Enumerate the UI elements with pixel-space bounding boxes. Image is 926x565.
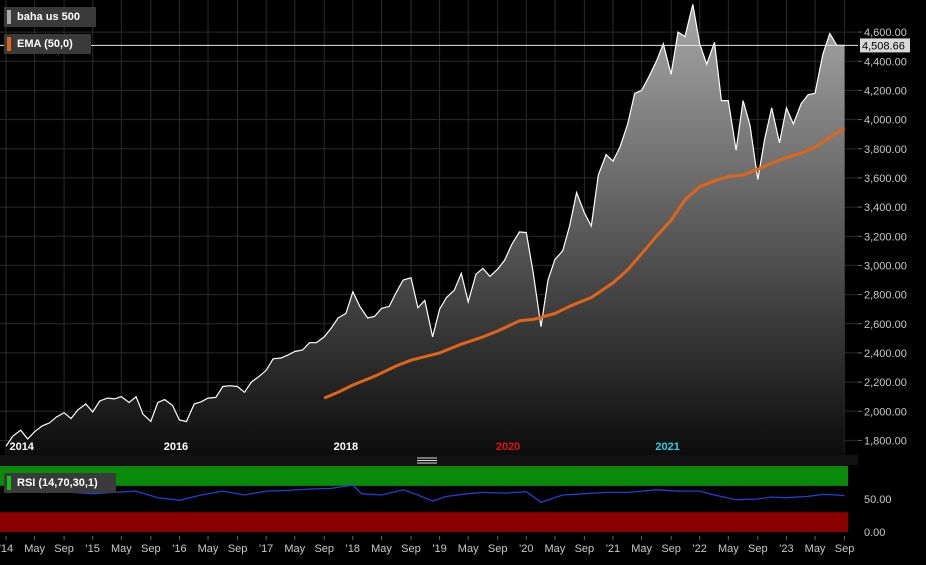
year-label-2018: 2018 xyxy=(334,441,358,453)
x-tick-label: '16 xyxy=(172,543,186,555)
x-tick-label: '19 xyxy=(432,543,446,555)
x-tick-label: Sep xyxy=(575,543,595,555)
x-tick-label: May xyxy=(111,543,132,555)
price-y-tick-label: 2,400.00 xyxy=(864,348,907,360)
x-tick-label: May xyxy=(805,543,826,555)
x-tick-label: May xyxy=(545,543,566,555)
x-tick-label: Sep xyxy=(54,543,74,555)
price-y-tick-label: 4,600.00 xyxy=(864,27,907,39)
panel-splitter-handle[interactable] xyxy=(0,455,858,465)
ema-series xyxy=(323,127,846,400)
time-x-axis: '14 May Sep '15 May Sep '16 May Sep '17 May Sep '18 M… xyxy=(0,536,854,555)
last-price-value: 4,508.66 xyxy=(862,40,905,52)
rsi-panel: 0.00 50.00 xyxy=(0,466,892,539)
x-tick-label: '15 xyxy=(86,543,100,555)
x-tick-label: '23 xyxy=(779,543,793,555)
price-y-tick-label: 4,200.00 xyxy=(864,85,907,97)
x-tick-label: Sep xyxy=(661,543,681,555)
year-label-2014: 2014 xyxy=(9,441,34,453)
x-tick-label: May xyxy=(24,543,45,555)
year-label-2016: 2016 xyxy=(164,441,188,453)
rsi-y-tick-label: 50.00 xyxy=(864,494,892,506)
rsi-series xyxy=(5,484,845,504)
price-y-tick-label: 2,000.00 xyxy=(864,406,907,418)
year-label-2021: 2021 xyxy=(655,441,679,453)
legend-rsi-label: RSI (14,70,30,1) xyxy=(17,477,98,489)
legend-price-label: baha us 500 xyxy=(17,11,80,23)
x-tick-label: Sep xyxy=(488,543,508,555)
legend-ema[interactable]: EMA (50,0) xyxy=(4,34,91,54)
x-tick-label: Sep xyxy=(748,543,768,555)
price-y-tick-label: 2,200.00 xyxy=(864,377,907,389)
legend-price[interactable]: baha us 500 xyxy=(4,7,96,27)
x-tick-label: May xyxy=(718,543,739,555)
ema-swatch xyxy=(7,37,11,51)
x-tick-label: '21 xyxy=(606,543,620,555)
price-line xyxy=(5,4,845,447)
rsi-line xyxy=(5,484,845,504)
x-tick-label: May xyxy=(284,543,305,555)
price-y-tick-label: 3,800.00 xyxy=(864,144,907,156)
legend-rsi[interactable]: RSI (14,70,30,1) xyxy=(4,473,116,493)
price-swatch xyxy=(7,10,11,24)
price-y-tick-label: 2,600.00 xyxy=(864,319,907,331)
rsi-y-axis: 0.00 50.00 xyxy=(864,494,892,539)
x-tick-label: Sep xyxy=(141,543,161,555)
x-tick-label: Sep xyxy=(314,543,334,555)
legend-ema-label: EMA (50,0) xyxy=(17,38,73,50)
rsi-y-tick-label: 0.00 xyxy=(864,527,885,539)
x-tick-label: Sep xyxy=(401,543,421,555)
price-y-tick-label: 4,400.00 xyxy=(864,56,907,68)
last-price-tag: 4,508.66 xyxy=(860,38,910,53)
x-tick-label: '14 xyxy=(0,543,13,555)
x-tick-label: Sep xyxy=(835,543,855,555)
x-tick-label: Sep xyxy=(228,543,248,555)
price-y-tick-label: 4,000.00 xyxy=(864,115,907,127)
price-area-series xyxy=(5,4,845,456)
last-price-tag-bg xyxy=(860,38,910,53)
price-y-tick-label: 1,800.00 xyxy=(864,435,907,447)
x-tick-label: '22 xyxy=(693,543,707,555)
x-tick-label: '20 xyxy=(519,543,533,555)
price-area-fill xyxy=(6,4,845,456)
price-y-tick-label: 3,400.00 xyxy=(864,202,907,214)
x-tick-label: '18 xyxy=(346,543,360,555)
x-tick-label: May xyxy=(458,543,479,555)
price-y-tick-label: 3,200.00 xyxy=(864,231,907,243)
x-tick-label: '17 xyxy=(259,543,273,555)
price-y-tick-label: 3,600.00 xyxy=(864,173,907,185)
year-label-2020: 2020 xyxy=(496,441,520,453)
x-tick-label: May xyxy=(198,543,219,555)
x-tick-label: May xyxy=(631,543,652,555)
rsi-oversold-band xyxy=(0,512,848,532)
year-labels: 2014 2016 2018 2020 2021 xyxy=(9,441,679,453)
rsi-swatch xyxy=(7,476,11,490)
price-y-tick-label: 2,800.00 xyxy=(864,290,907,302)
price-y-axis: 1,800.00 2,000.00 2,200.00 2,400.00 2,600.00… xyxy=(858,27,907,447)
price-y-tick-label: 3,000.00 xyxy=(864,260,907,272)
ema-line xyxy=(323,127,846,400)
x-tick-label: May xyxy=(371,543,392,555)
rsi-overbought-band xyxy=(0,466,848,486)
